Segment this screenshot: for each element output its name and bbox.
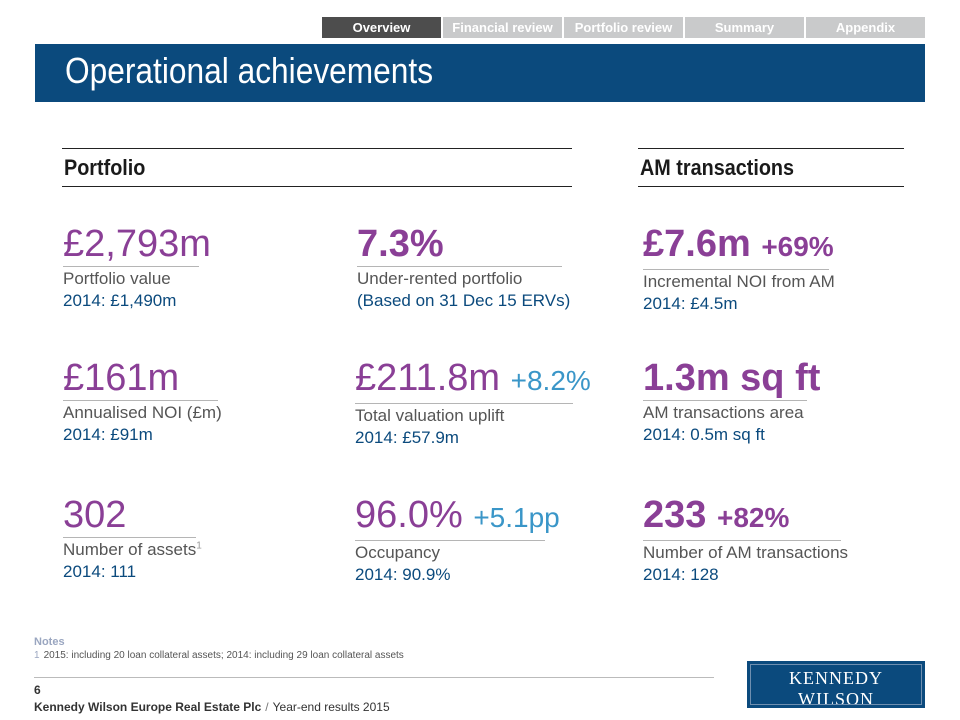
kpi-value: 233 <box>643 494 707 536</box>
kpi-change: +8.2% <box>510 365 591 396</box>
kpi-value: 302 <box>63 494 127 536</box>
kpi-prior-year: 2014: 0.5m sq ft <box>643 425 765 444</box>
notes-heading: Notes <box>34 636 65 648</box>
kpi-value: £7.6m <box>643 223 751 265</box>
kpi-number-of-assets: 302 Number of assets1 2014: 111 <box>63 494 202 582</box>
kpi-change: +82% <box>716 502 790 533</box>
kpi-valuation-uplift: £211.8m +8.2% Total valuation uplift 201… <box>355 357 591 448</box>
portfolio-section-header: Portfolio <box>62 148 572 187</box>
title-bar: Operational achievements <box>35 44 925 102</box>
kpi-label: Number of assets1 <box>63 540 202 560</box>
am-heading: AM transactions <box>640 155 795 180</box>
kpi-change: +5.1pp <box>473 502 560 533</box>
kpi-value: 7.3% <box>357 223 444 265</box>
kpi-label: Total valuation uplift <box>355 406 505 425</box>
kpi-prior-year: 2014: £1,490m <box>63 291 177 310</box>
kpi-value: 1.3m sq ft <box>643 357 821 399</box>
kpi-prior-year: 2014: £4.5m <box>643 294 738 313</box>
footer-company: Kennedy Wilson Europe Real Estate Plc <box>34 700 262 714</box>
page-number: 6 <box>34 683 41 697</box>
tab-portfolio-review[interactable]: Portfolio review <box>564 17 683 38</box>
kpi-prior-year: 2014: 128 <box>643 565 719 584</box>
kpi-divider <box>63 266 199 267</box>
kpi-label: AM transactions area <box>643 403 804 422</box>
kpi-occupancy: 96.0% +5.1pp Occupancy 2014: 90.9% <box>355 494 560 585</box>
kpi-divider <box>63 400 218 401</box>
kpi-prior-year: 2014: £57.9m <box>355 428 459 447</box>
kpi-prior-year: 2014: 111 <box>63 562 137 581</box>
tab-summary[interactable]: Summary <box>685 17 804 38</box>
kpi-value: £2,793m <box>63 223 211 265</box>
kpi-divider <box>355 540 545 541</box>
note-text: 2015: including 20 loan collateral asset… <box>43 650 404 661</box>
kpi-prior-year: 2014: £91m <box>63 425 153 444</box>
kpi-label-note: (Based on 31 Dec 15 ERVs) <box>357 291 571 310</box>
kennedy-wilson-logo: KENNEDY WILSON EUROPE REAL ESTATE PLC <box>747 661 925 720</box>
footer-document: Year-end results 2015 <box>272 700 390 714</box>
section-tabs: Overview Financial review Portfolio revi… <box>322 17 925 38</box>
kpi-divider <box>643 400 807 401</box>
kpi-label-text: Number of assets <box>63 540 197 559</box>
kpi-value: £161m <box>63 357 180 399</box>
kpi-am-transactions: 233 +82% Number of AM transactions 2014:… <box>643 494 849 585</box>
kpi-label: Occupancy <box>355 543 441 562</box>
tab-overview[interactable]: Overview <box>322 17 441 38</box>
notes: Notes 1 2015: including 20 loan collatera… <box>34 636 404 661</box>
tab-appendix[interactable]: Appendix <box>806 17 925 38</box>
footer-text: Kennedy Wilson Europe Real Estate Plc / Ye… <box>34 700 390 714</box>
note-number: 1 <box>34 650 40 661</box>
kpi-under-rented: 7.3% Under-rented portfolio (Based on 31… <box>357 223 571 311</box>
kpi-incremental-noi: £7.6m +69% Incremental NOI from AM 2014:… <box>643 223 835 314</box>
am-section-header: AM transactions <box>638 148 904 187</box>
kpi-divider <box>643 540 841 541</box>
kpi-label: Annualised NOI (£m) <box>63 403 222 422</box>
tab-financial-review[interactable]: Financial review <box>443 17 562 38</box>
kpi-divider <box>357 266 562 267</box>
kpi-divider <box>63 537 196 538</box>
kpi-value: 96.0% <box>355 494 463 536</box>
kpi-label: Portfolio value <box>63 269 171 288</box>
kpi-label: Number of AM transactions <box>643 543 849 562</box>
footnote-marker: 1 <box>196 540 202 552</box>
kpi-am-area: 1.3m sq ft AM transactions area 2014: 0.… <box>643 358 820 445</box>
page-title: Operational achievements <box>65 50 434 91</box>
footer-separator: / <box>265 700 269 714</box>
portfolio-heading: Portfolio <box>64 155 146 180</box>
kpi-annualised-noi: £161m Annualised NOI (£m) 2014: £91m <box>63 357 222 445</box>
kpi-change: +69% <box>761 231 834 262</box>
kpi-portfolio-value: £2,793m Portfolio value 2014: £1,490m <box>63 224 211 311</box>
kpi-label: Under-rented portfolio <box>357 269 523 288</box>
kpi-value: £211.8m <box>355 357 501 399</box>
kpi-divider <box>355 403 573 404</box>
footer-divider <box>34 677 714 678</box>
kpi-label: Incremental NOI from AM <box>643 272 835 291</box>
note-item: 1 2015: including 20 loan collateral asse… <box>34 650 404 661</box>
logo-subtitle: EUROPE REAL ESTATE PLC <box>759 712 913 720</box>
kpi-prior-year: 2014: 90.9% <box>355 565 451 584</box>
kpi-divider <box>643 269 829 270</box>
logo-name: KENNEDY WILSON <box>789 668 883 709</box>
